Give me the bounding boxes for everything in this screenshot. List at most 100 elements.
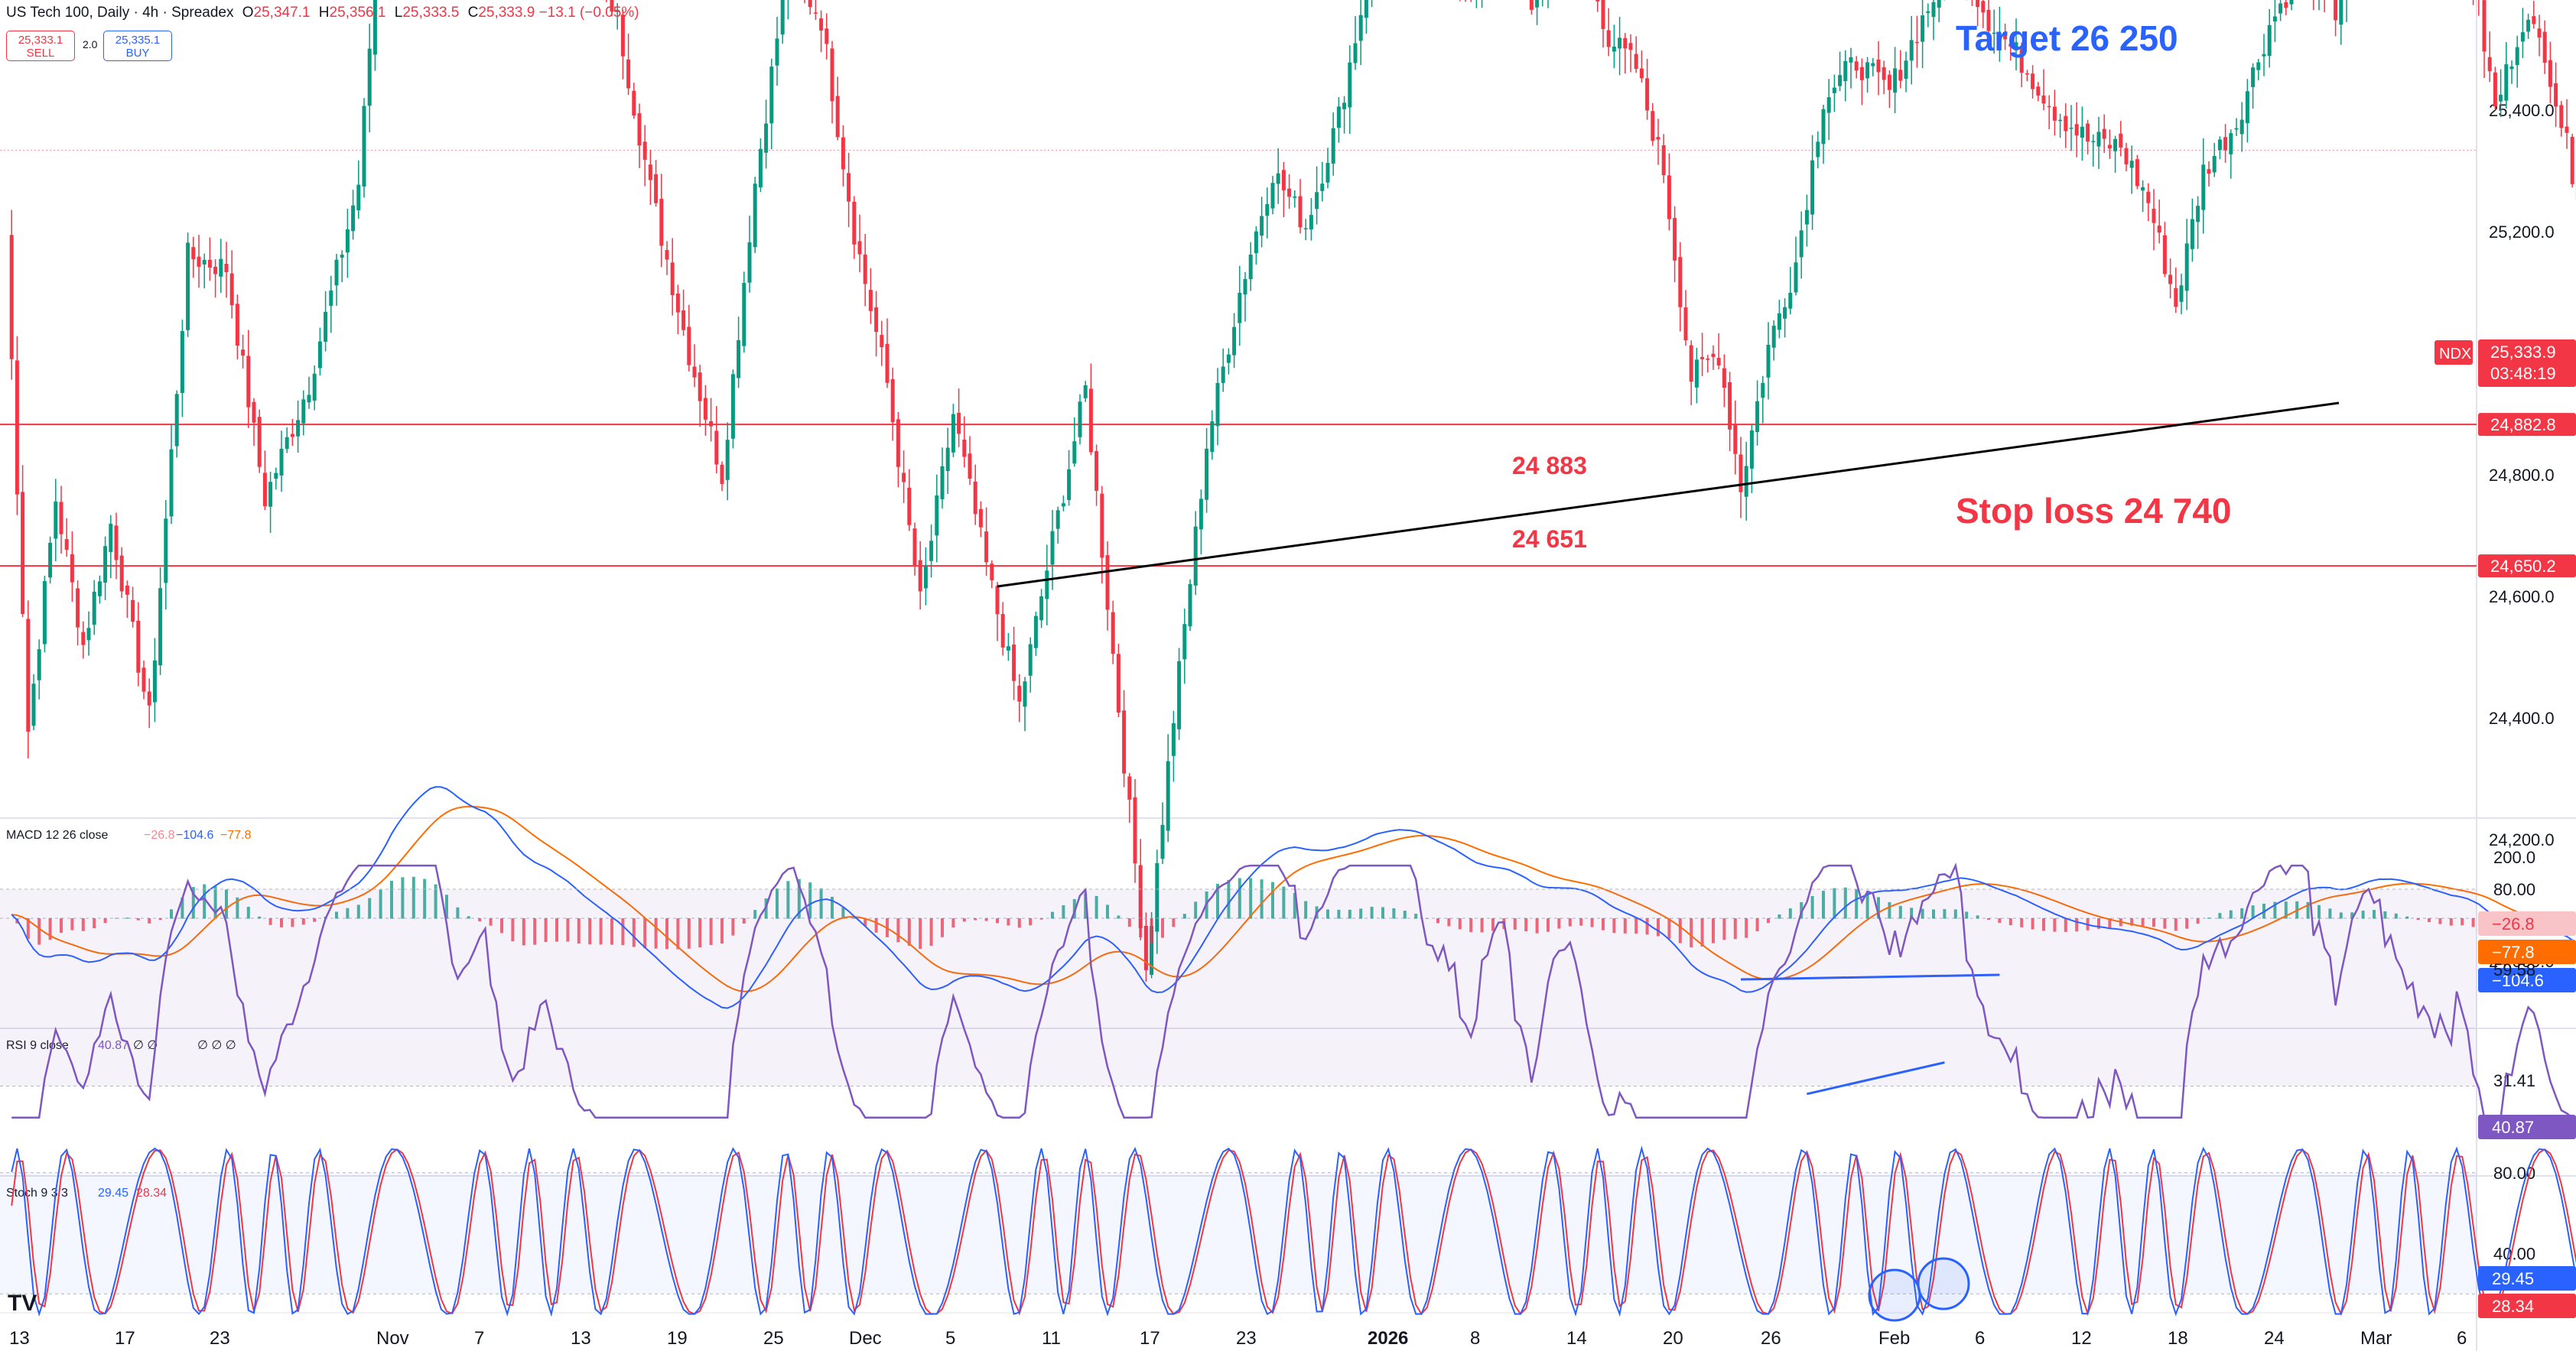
candle-body [1645,78,1650,111]
candle-body [610,0,614,12]
buy-label: BUY [125,47,150,60]
candle-body [2251,67,2256,87]
candle-body [169,449,174,517]
tradingview-logo-icon[interactable]: TV [8,1291,37,1316]
rsi-y-tick: 59.58 [2493,960,2535,979]
macd-histogram-bar [2317,904,2321,919]
candle-body [1028,644,1033,676]
candle-body [2052,106,2057,121]
macd-histogram-bar [1700,918,1704,947]
candle-body [912,528,917,567]
stoch-d-value: 28.34 [136,1187,167,1200]
candle-body [26,619,31,732]
macd-histogram-bar [1260,879,1264,919]
sell-label: SELL [26,47,55,60]
candle-body [2008,44,2013,47]
candle-body [2223,137,2228,151]
macd-histogram-bar [665,918,668,950]
macd-histogram-bar [2042,918,2045,931]
candle-body [962,439,967,457]
macd-histogram-bar [2416,918,2420,921]
symbol-title: US Tech 100, Daily · 4h · Spreadex [6,5,234,21]
candle-body [1133,797,1137,864]
candle-body [2570,136,2574,184]
candle-body [2119,133,2123,148]
macd-histogram-bar [148,918,151,924]
macd-histogram-bar [731,918,735,936]
macd-histogram-bar [181,897,184,919]
candle-body [1303,228,1308,229]
x-tick-label: 6 [1975,1328,1985,1349]
candle-body [372,0,377,55]
candle-body [1683,307,1688,341]
candle-body [158,588,163,666]
candle-body [1298,196,1303,228]
candle-body [1986,9,1991,31]
candle-body [1017,685,1022,702]
macd-histogram-bar [48,918,52,940]
macd-histogram-bar [60,918,63,934]
candle-body [1821,109,1826,145]
candle-body [1171,723,1176,756]
buy-button[interactable]: 25,335.1 BUY [103,31,172,61]
macd-histogram-bar [1017,918,1021,928]
candle-body [681,310,686,330]
macd-histogram-bar [1139,918,1143,938]
candle-body [2542,31,2547,63]
x-tick-label: 5 [945,1328,955,1349]
stoch-d-badge [2478,1294,2576,1318]
stoch-band [0,1172,2477,1294]
macd-histogram-bar [1381,907,1384,919]
macd-histogram-bar [974,918,977,921]
candle-body [97,581,102,596]
macd-histogram-bar [236,897,239,919]
macd-axis-badge-label: −26.8 [2492,914,2535,934]
macd-histogram-bar [1249,878,1253,919]
macd-histogram-bar [2174,918,2178,931]
macd-histogram-bar [1953,909,1957,919]
stoch-highlight-circle [1868,1268,1921,1322]
macd-histogram-bar [1491,918,1495,931]
candle-body [147,691,151,706]
candle-body [1166,761,1170,831]
candle-body [329,290,333,307]
macd-histogram-bar [742,918,746,924]
macd-histogram-bar [2185,918,2189,929]
candle-body [847,173,851,202]
trendline [997,401,2340,588]
candle-body [808,0,812,8]
candle-body [742,283,746,346]
candle-body [1325,162,1330,183]
macd-histogram-bar [1579,918,1583,926]
macd-histogram-bar [819,888,823,919]
macd-histogram-bar [852,917,856,919]
macd-histogram-bar [411,876,415,919]
candle-body [2272,16,2277,22]
sell-button[interactable]: 25,333.1 SELL [6,31,75,61]
candle-body [1210,421,1215,453]
stoch-k-value: 29.45 [98,1187,128,1200]
macd-histogram-bar [1293,893,1296,919]
candle-body [935,495,939,536]
macd-histogram-bar [2196,918,2200,924]
candle-body [1315,192,1319,209]
candle-body [229,273,234,306]
price-level-label: 24,882.8 [2490,415,2556,434]
candle-body [1761,382,1765,398]
macd-line-value: −104.6 [176,829,213,842]
close-label: C [467,5,479,21]
macd-histogram-bar [2163,918,2167,929]
macd-title: MACD 12 26 close [6,829,108,842]
macd-histogram-bar [81,918,85,931]
macd-histogram-bar [1469,918,1473,933]
candle-body [648,164,652,180]
candle-body [626,59,631,89]
macd-histogram-bar [2438,918,2442,924]
candle-body [1909,40,1914,61]
candle-body [257,417,262,467]
candle-body [64,539,69,550]
candle-body [2212,155,2217,173]
candle-body [81,632,86,645]
candle-body [1606,30,1611,47]
